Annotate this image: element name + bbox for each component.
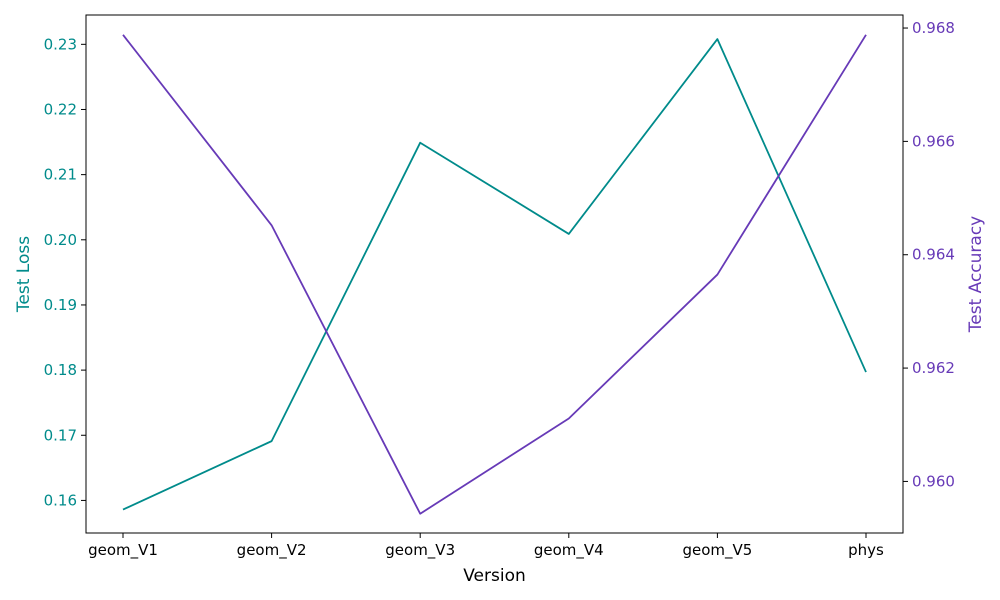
- right-y-axis-title: Test Accuracy: [966, 216, 986, 334]
- plot-frame: [85, 14, 904, 534]
- right-y-tick-label: 0.968: [912, 19, 955, 37]
- x-tick-label: geom_V3: [385, 541, 455, 560]
- test-loss-line: [122, 38, 867, 511]
- left-y-tick-label: 0.23: [44, 35, 77, 53]
- left-y-tick-label: 0.22: [44, 100, 77, 118]
- x-tick-label: phys: [848, 541, 884, 559]
- left-y-tick-label: 0.19: [44, 296, 77, 314]
- x-tick-label: geom_V1: [88, 541, 158, 560]
- left-y-tick-label: 0.18: [44, 361, 77, 379]
- left-y-tick-label: 0.21: [44, 166, 77, 184]
- left-y-tick-label: 0.16: [44, 491, 77, 509]
- test-accuracy-line: [122, 34, 867, 515]
- left-y-tick-label: 0.20: [44, 231, 77, 249]
- right-y-tick-label: 0.966: [912, 132, 955, 150]
- left-y-tick-label: 0.17: [44, 426, 77, 444]
- x-tick-label: geom_V2: [237, 541, 307, 560]
- right-y-tick-label: 0.960: [912, 472, 955, 490]
- x-axis-title: Version: [463, 566, 526, 586]
- x-tick-label: geom_V4: [534, 541, 604, 560]
- right-y-tick-label: 0.962: [912, 359, 955, 377]
- left-y-axis-title: Test Loss: [14, 236, 34, 313]
- right-y-tick-label: 0.964: [912, 246, 955, 264]
- x-tick-label: geom_V5: [682, 541, 752, 560]
